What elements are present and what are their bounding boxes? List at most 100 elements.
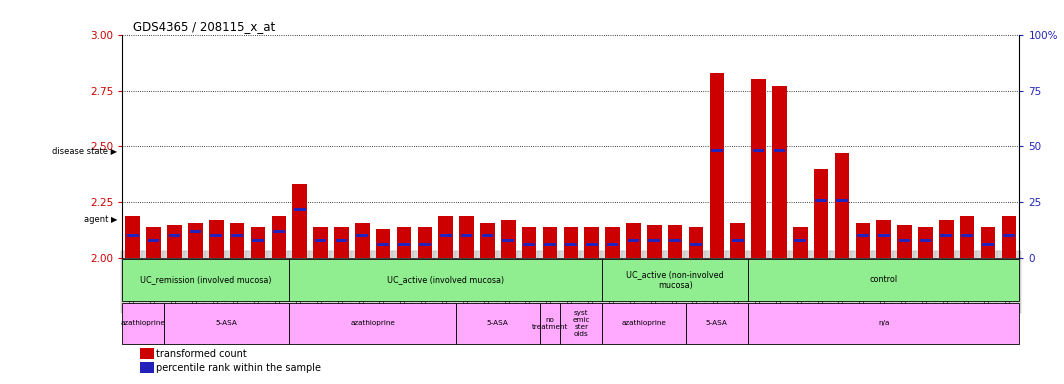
Bar xyxy=(543,227,558,258)
Bar xyxy=(748,259,1019,301)
Bar xyxy=(751,79,766,258)
Bar xyxy=(628,239,639,242)
Bar xyxy=(127,235,138,237)
Bar xyxy=(836,199,848,202)
Text: 5-ASA: 5-ASA xyxy=(216,320,237,326)
Bar xyxy=(669,239,681,242)
Bar xyxy=(523,243,535,247)
Text: UC_remission (involved mucosa): UC_remission (involved mucosa) xyxy=(140,275,271,285)
Bar xyxy=(313,227,328,258)
Bar xyxy=(148,239,160,242)
Bar xyxy=(918,227,933,258)
Bar xyxy=(397,227,412,258)
Bar xyxy=(378,243,389,247)
Bar xyxy=(356,235,368,237)
Bar xyxy=(774,149,785,152)
Text: azathioprine: azathioprine xyxy=(121,320,166,326)
Bar xyxy=(315,239,327,242)
Text: UC_active (non-involved
mucosa): UC_active (non-involved mucosa) xyxy=(627,270,724,290)
Text: GDS4365 / 208115_x_at: GDS4365 / 208115_x_at xyxy=(133,20,276,33)
Bar xyxy=(521,227,536,258)
Bar xyxy=(211,235,222,237)
Bar xyxy=(606,243,618,247)
Text: azathioprine: azathioprine xyxy=(350,320,395,326)
Bar xyxy=(539,303,561,344)
Text: agent ▶: agent ▶ xyxy=(84,215,117,224)
Bar xyxy=(122,259,289,301)
Bar xyxy=(685,303,748,344)
Bar xyxy=(438,216,453,258)
Bar xyxy=(795,239,807,242)
Bar xyxy=(648,239,660,242)
Text: control: control xyxy=(869,275,898,285)
Text: percentile rank within the sample: percentile rank within the sample xyxy=(156,362,321,372)
Bar xyxy=(602,303,685,344)
Bar xyxy=(294,208,305,210)
Bar xyxy=(878,235,890,237)
Bar xyxy=(122,303,164,344)
Bar xyxy=(417,227,432,258)
Bar xyxy=(480,222,495,258)
Bar xyxy=(140,362,154,373)
Bar xyxy=(899,239,911,242)
Bar xyxy=(355,222,369,258)
Bar xyxy=(602,259,748,301)
Text: 5-ASA: 5-ASA xyxy=(705,320,728,326)
Bar xyxy=(564,227,578,258)
Bar xyxy=(273,230,285,233)
Bar xyxy=(732,239,744,242)
Bar xyxy=(605,227,620,258)
Bar xyxy=(439,235,451,237)
Bar xyxy=(710,73,725,258)
Bar xyxy=(164,303,289,344)
Bar xyxy=(561,303,602,344)
Bar xyxy=(169,235,181,237)
Bar xyxy=(730,222,745,258)
Text: no
treatment: no treatment xyxy=(532,317,568,330)
Bar xyxy=(189,230,201,233)
Text: disease state ▶: disease state ▶ xyxy=(52,146,117,155)
Bar xyxy=(877,220,891,258)
Bar xyxy=(251,227,265,258)
Bar xyxy=(688,227,703,258)
Bar xyxy=(289,303,456,344)
Bar xyxy=(1003,235,1015,237)
Bar xyxy=(398,243,410,247)
Bar xyxy=(230,222,245,258)
Bar xyxy=(126,216,140,258)
Bar xyxy=(334,227,349,258)
Bar xyxy=(815,199,827,202)
Bar xyxy=(501,220,516,258)
Bar xyxy=(188,222,202,258)
Bar xyxy=(711,149,722,152)
Bar xyxy=(271,216,286,258)
Text: azathioprine: azathioprine xyxy=(621,320,666,326)
Bar xyxy=(668,225,682,258)
Bar xyxy=(647,225,662,258)
Bar xyxy=(460,216,473,258)
Bar xyxy=(140,348,154,359)
Bar xyxy=(857,235,868,237)
Bar xyxy=(752,149,764,152)
Bar xyxy=(793,227,808,258)
Bar xyxy=(584,227,599,258)
Bar xyxy=(834,153,849,258)
Bar xyxy=(814,169,829,258)
Bar xyxy=(691,243,702,247)
Bar xyxy=(919,239,931,242)
Bar xyxy=(981,227,995,258)
Bar xyxy=(897,225,912,258)
Bar xyxy=(940,220,953,258)
Bar xyxy=(502,239,514,242)
Bar xyxy=(544,243,555,247)
Bar xyxy=(461,235,472,237)
Bar xyxy=(941,235,952,237)
Text: UC_active (involved mucosa): UC_active (involved mucosa) xyxy=(387,275,504,285)
Bar xyxy=(252,239,264,242)
Bar xyxy=(565,243,577,247)
Bar xyxy=(772,86,786,258)
Text: syst
emic
ster
oids: syst emic ster oids xyxy=(572,310,591,337)
Bar xyxy=(147,227,161,258)
Bar xyxy=(482,235,494,237)
Bar xyxy=(855,222,870,258)
